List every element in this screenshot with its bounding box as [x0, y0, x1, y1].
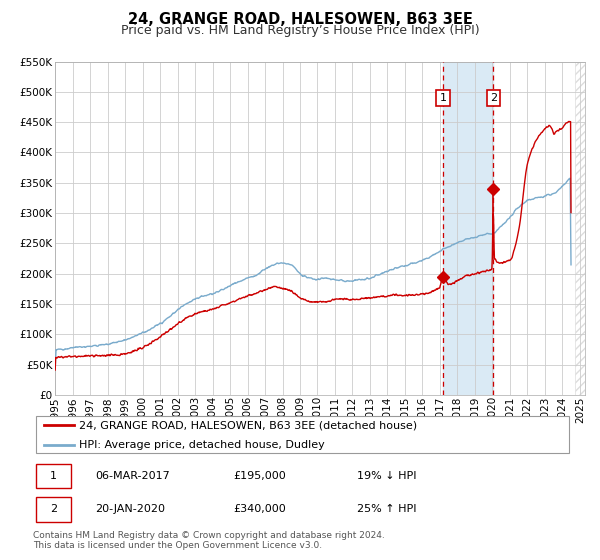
Text: £340,000: £340,000 — [233, 505, 286, 514]
Text: Contains HM Land Registry data © Crown copyright and database right 2024.: Contains HM Land Registry data © Crown c… — [33, 531, 385, 540]
FancyBboxPatch shape — [36, 497, 71, 521]
Text: 2: 2 — [490, 93, 497, 103]
FancyBboxPatch shape — [36, 464, 71, 488]
Text: 24, GRANGE ROAD, HALESOWEN, B63 3EE: 24, GRANGE ROAD, HALESOWEN, B63 3EE — [128, 12, 472, 27]
Text: 25% ↑ HPI: 25% ↑ HPI — [357, 505, 416, 514]
Text: 24, GRANGE ROAD, HALESOWEN, B63 3EE (detached house): 24, GRANGE ROAD, HALESOWEN, B63 3EE (det… — [79, 421, 417, 430]
Bar — [575, 62, 585, 395]
Text: 19% ↓ HPI: 19% ↓ HPI — [357, 471, 416, 481]
Text: 2: 2 — [50, 505, 57, 514]
Text: 1: 1 — [440, 93, 446, 103]
Text: HPI: Average price, detached house, Dudley: HPI: Average price, detached house, Dudl… — [79, 440, 325, 450]
Text: This data is licensed under the Open Government Licence v3.0.: This data is licensed under the Open Gov… — [33, 541, 322, 550]
Text: 06-MAR-2017: 06-MAR-2017 — [95, 471, 170, 481]
Text: £195,000: £195,000 — [233, 471, 286, 481]
Text: 20-JAN-2020: 20-JAN-2020 — [95, 505, 165, 514]
FancyBboxPatch shape — [36, 417, 569, 452]
Bar — [443, 62, 493, 395]
Text: 1: 1 — [50, 471, 57, 481]
Bar — [575, 62, 585, 395]
Text: Price paid vs. HM Land Registry’s House Price Index (HPI): Price paid vs. HM Land Registry’s House … — [121, 24, 479, 36]
